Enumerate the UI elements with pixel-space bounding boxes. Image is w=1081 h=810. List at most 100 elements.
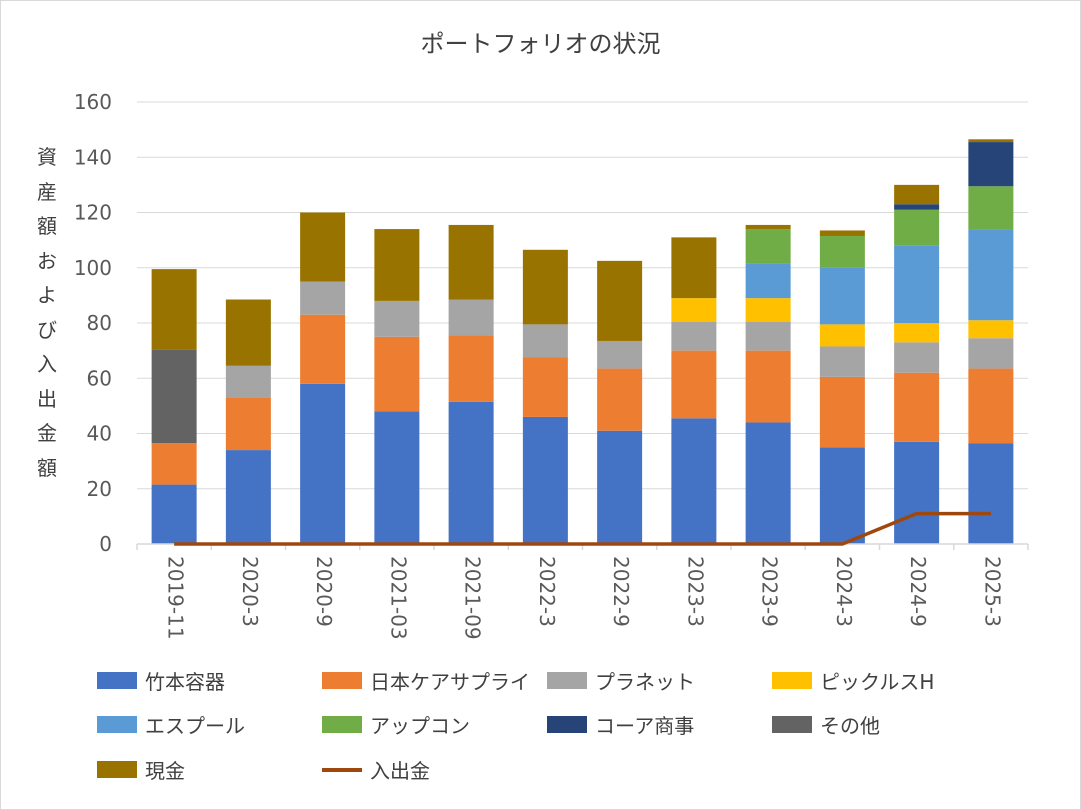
bar-segment [894, 204, 940, 210]
legend-label: アップコン [370, 714, 470, 738]
x-tick-label: 2024-3 [832, 556, 856, 627]
bar-segment [819, 376, 865, 448]
bar-segment [225, 365, 271, 398]
y-tick-label: 40 [87, 422, 112, 446]
x-tick-label: 2021-09 [461, 556, 485, 640]
y-axis-title: 資産額および入出金額 [37, 145, 57, 480]
bar-segment [671, 298, 717, 322]
x-tick-label: 2021-03 [386, 556, 410, 640]
bar-segment [894, 342, 940, 373]
legend-label: 竹本容器 [145, 670, 225, 694]
bar-segment [968, 443, 1014, 544]
bar-segment [522, 357, 568, 417]
bar-segment [374, 229, 420, 301]
legend-item: アップコン [322, 710, 470, 739]
y-tick-label: 100 [74, 256, 112, 280]
bar-segment [894, 441, 940, 544]
bar-segment [745, 263, 791, 299]
y-tick-label: 160 [74, 90, 112, 114]
legend-swatch [97, 672, 137, 689]
y-tick-label: 120 [74, 201, 112, 225]
bar-segment [225, 299, 271, 366]
bar-segment [671, 237, 717, 299]
bar-segment [968, 338, 1014, 369]
legend-swatch [322, 672, 362, 689]
bar-segment [968, 142, 1014, 187]
y-tick-label: 20 [87, 477, 112, 501]
bar-segment [968, 186, 1014, 230]
bar-segment [968, 229, 1014, 321]
bar-segment [374, 336, 420, 412]
legend-item: 現金 [97, 755, 185, 784]
y-tick-label: 140 [74, 145, 112, 169]
legend-label: プラネット [595, 670, 695, 694]
bar-segment [300, 383, 346, 544]
bar-segment [968, 139, 1014, 143]
y-tick-label: 60 [87, 366, 112, 390]
x-tick-label: 2022-3 [535, 556, 559, 627]
bar-segment [745, 321, 791, 351]
x-tick-label: 2023-3 [683, 556, 707, 627]
x-tick-label: 2022-9 [609, 556, 633, 627]
legend-swatch [97, 716, 137, 733]
legend-item: 竹本容器 [97, 666, 225, 695]
bar-segment [522, 249, 568, 325]
bar-segment [745, 298, 791, 322]
chart-title: ポートフォリオの状況 [420, 30, 661, 58]
bar-segment [671, 321, 717, 351]
bar-segment [448, 335, 494, 402]
bar-segment [522, 416, 568, 544]
bar-segment [300, 281, 346, 315]
bar-segment [745, 422, 791, 544]
legend-label: エスプール [145, 714, 245, 738]
y-tick-label: 0 [99, 532, 112, 556]
legend-item: コーア商事 [547, 710, 694, 739]
bar-segment [151, 484, 197, 544]
bar-segment [522, 324, 568, 358]
bar-segment [894, 372, 940, 442]
legend-swatch [322, 716, 362, 733]
legend-swatch [97, 761, 137, 778]
bar-segment [225, 397, 271, 451]
x-tick-label: 2019-11 [164, 556, 188, 640]
bar-segment [448, 224, 494, 300]
bar-segment [819, 324, 865, 347]
bar-segment [597, 340, 643, 369]
bar-segment [597, 430, 643, 544]
x-tick-label: 2023-9 [758, 556, 782, 627]
bar-segment [300, 212, 346, 282]
bar-segment [745, 224, 791, 230]
bar-segment [151, 443, 197, 485]
line-series-入出金 [174, 511, 991, 546]
bar-segment [300, 314, 346, 384]
legend-label: ピックルスH [820, 670, 935, 694]
legend-swatch [772, 672, 812, 689]
bar-segment [819, 346, 865, 377]
bar-segment [745, 229, 791, 264]
legend-swatch [547, 672, 587, 689]
bar-segment [819, 230, 865, 236]
legend-swatch [772, 716, 812, 733]
legend-swatch [547, 716, 587, 733]
x-tick-label: 2024-9 [906, 556, 930, 627]
bar-segment [597, 260, 643, 341]
bar-segment [374, 411, 420, 544]
x-tick-label: 2025-3 [980, 556, 1004, 627]
bar-segment [819, 447, 865, 544]
x-tick-label: 2020-9 [312, 556, 336, 627]
bar-segment [819, 267, 865, 325]
bar-segment [448, 401, 494, 544]
bar-segment [671, 350, 717, 419]
bar-segment [597, 368, 643, 431]
legend-item: その他 [772, 710, 880, 739]
legend-label: 日本ケアサプライ [370, 670, 530, 694]
bar-segment [894, 209, 940, 246]
bar-segment [968, 320, 1014, 339]
legend-label: コーア商事 [595, 714, 695, 738]
legend-item: プラネット [547, 666, 695, 695]
legend-label: 現金 [145, 759, 185, 783]
legend-label: 入出金 [370, 759, 430, 783]
bar-segment [894, 184, 940, 205]
bar-segment [151, 269, 197, 350]
